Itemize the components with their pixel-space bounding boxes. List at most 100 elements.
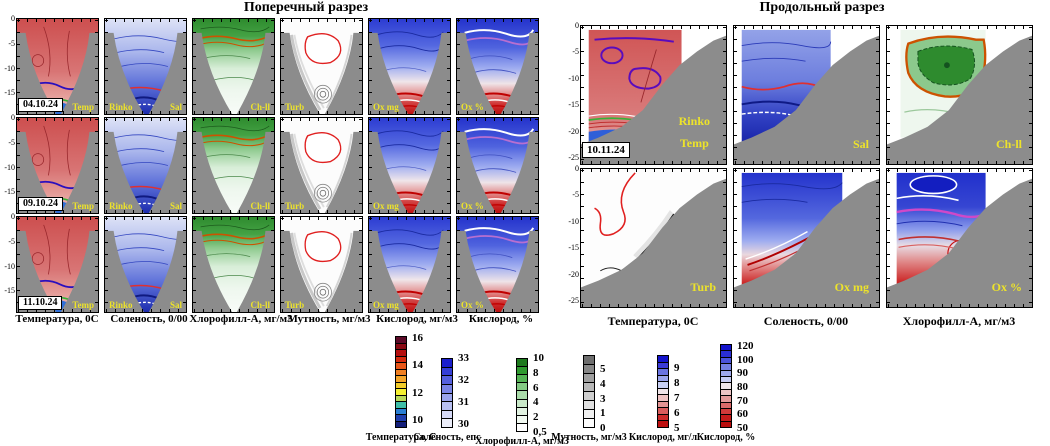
panel-tag-oxmg: Ox mg xyxy=(834,280,869,294)
panel-tag-chl: Ch-ll xyxy=(250,300,270,310)
y-tick: -15 xyxy=(4,88,15,97)
legend-chlorophyll-tick: 0,5 xyxy=(533,426,547,438)
panel-transverse-r2-oxygen-pct: Ox % xyxy=(456,117,539,214)
date-label: 04.10.24 xyxy=(18,98,63,112)
axis-ticks xyxy=(734,26,879,164)
axis-ticks xyxy=(887,26,1032,164)
panel-transverse-r1-salinity: Rinko Sal xyxy=(104,18,187,115)
y-tick: -10 xyxy=(4,64,15,73)
legend-salinity-tick: 32 xyxy=(458,374,469,386)
legend-oxygen-percent-tick: 120 xyxy=(737,340,754,352)
panel-transverse-r1-oxygen-pct: Ox % xyxy=(456,18,539,115)
panel-longitudinal-salinity: Sal xyxy=(733,25,880,165)
axis-ticks xyxy=(105,19,186,114)
legend-temperature-caption: Температура, С xyxy=(365,432,437,443)
y-tick: -10 xyxy=(568,74,579,83)
colorbar-segment xyxy=(395,420,407,428)
legend-salinity-tick: 31 xyxy=(458,396,469,408)
date-label: 09.10.24 xyxy=(18,197,63,211)
y-tick: -5 xyxy=(8,39,15,48)
panel-transverse-r3-turbidity: Turb xyxy=(280,216,363,313)
legend-oxygen-mg-tick: 5 xyxy=(674,422,680,434)
legend-oxygen-percent-tick: 60 xyxy=(737,408,748,421)
panel-tag-turb: Turb xyxy=(285,201,305,211)
panel-tag-sal: Sal xyxy=(169,201,182,211)
colorbar-segment xyxy=(441,418,453,428)
panel-tag-rinko: Rinko xyxy=(109,201,133,211)
panel-tag-oxpct: Ox % xyxy=(461,300,484,310)
y-tick: 0 xyxy=(575,164,579,173)
panel-tag-rinko: Rinko xyxy=(109,102,133,112)
y-tick: -10 xyxy=(4,262,15,271)
panel-tag-temp: Temp xyxy=(72,201,94,211)
axis-ticks xyxy=(887,169,1032,307)
legend-salinity-tick: 33 xyxy=(458,352,469,364)
legend-turbidity-tick: 1 xyxy=(600,407,606,420)
colorbar-segment xyxy=(720,420,732,429)
panel-tag-turb: Turb xyxy=(285,102,305,112)
panel-transverse-r2-turbidity: Turb xyxy=(280,117,363,214)
panel-longitudinal-turbidity: 0 -5 -10 -15 -20 -25 Turb xyxy=(568,165,727,308)
panel-transverse-r3-chlorophyll: Ch-ll xyxy=(192,216,275,313)
panel-tag-sal: Sal xyxy=(852,137,869,151)
axis-ticks xyxy=(193,19,274,114)
legend-temperature-tick: 14 xyxy=(412,359,423,372)
legend-chlorophyll-tick: 2 xyxy=(533,411,539,424)
title-longitudinal-section: Продольный разрез xyxy=(759,0,885,15)
legend-turbidity-tick: 0 xyxy=(600,422,606,434)
axis-ticks xyxy=(105,217,186,312)
legend-chlorophyll-tick: 10 xyxy=(533,352,544,364)
y-tick: 0 xyxy=(575,21,579,30)
panel-tag-turb: Turb xyxy=(285,300,305,310)
panel-transverse-r3-salinity: Rinko Sal xyxy=(104,216,187,313)
legend-chlorophyll-tick: 4 xyxy=(533,396,539,409)
legend-chlorophyll-tick: 6 xyxy=(533,381,539,394)
y-tick: -10 xyxy=(568,217,579,226)
y-tick: -20 xyxy=(568,127,579,136)
legend-oxygen-mg-tick: 9 xyxy=(674,362,680,374)
legend-oxygen-percent-bar xyxy=(720,344,732,429)
axis-ticks xyxy=(457,217,538,312)
panel-tag-oxpct: Ox % xyxy=(461,201,484,211)
legend-oxygen-mg-caption: Кислород, мг/л xyxy=(628,432,698,443)
date-label: 11.10.24 xyxy=(18,296,63,310)
title-transverse-section: Поперечный разрез xyxy=(243,0,369,15)
colorbar-segment xyxy=(516,422,528,432)
axis-label-oxygen-pct: Кислород, % xyxy=(468,313,534,325)
panel-tag-oxmg: Ox mg xyxy=(373,102,399,112)
legend-turbidity-tick: 3 xyxy=(600,392,606,405)
panel-longitudinal-oxygen-mg: Ox mg xyxy=(733,168,880,308)
axis-label-salinity: Соленость, 0/00 xyxy=(110,313,188,325)
axis-ticks xyxy=(281,217,362,312)
axis-ticks xyxy=(105,118,186,213)
legend-chlorophyll-bar xyxy=(516,358,528,432)
panel-transverse-r2-oxygen-mg: Ox mg xyxy=(368,117,451,214)
y-tick: -20 xyxy=(568,270,579,279)
panel-transverse-r2-temperature: 0 -5 -10 -15 09.10.24 Temp xyxy=(4,114,99,214)
panel-tag-turb: Turb xyxy=(690,280,716,294)
axis-ticks xyxy=(193,118,274,213)
y-tick: -5 xyxy=(572,47,579,56)
axis-ticks xyxy=(581,26,726,164)
panel-transverse-r1-temperature: 0 -5 -10 -15 04.10.24 Temp xyxy=(4,15,99,115)
legend-oxygen-mg-tick: 7 xyxy=(674,392,680,404)
panel-tag-temp: Temp xyxy=(72,102,94,112)
legend-temperature-tick: 12 xyxy=(412,386,423,399)
legend-oxygen-percent-tick: 70 xyxy=(737,394,748,407)
y-tick: -10 xyxy=(4,163,15,172)
panel-tag-sal: Sal xyxy=(169,102,182,112)
axis-ticks xyxy=(193,217,274,312)
legend-oxygen-mg-tick: 6 xyxy=(674,407,680,419)
legend-salinity-caption: Солёность, епс xyxy=(413,432,481,443)
y-tick: -15 xyxy=(4,187,15,196)
panel-transverse-r3-temperature: 0 -5 -10 -15 11.10.24 Temp xyxy=(4,213,99,313)
y-tick: -15 xyxy=(568,100,579,109)
axis-ticks xyxy=(369,118,450,213)
y-tick: 0 xyxy=(11,113,15,122)
axis-ticks xyxy=(281,118,362,213)
y-tick: -15 xyxy=(568,243,579,252)
panel-transverse-r2-chlorophyll: Ch-ll xyxy=(192,117,275,214)
panel-transverse-r3-oxygen-pct: Ox % xyxy=(456,216,539,313)
panel-tag-temp: Temp xyxy=(72,300,94,310)
